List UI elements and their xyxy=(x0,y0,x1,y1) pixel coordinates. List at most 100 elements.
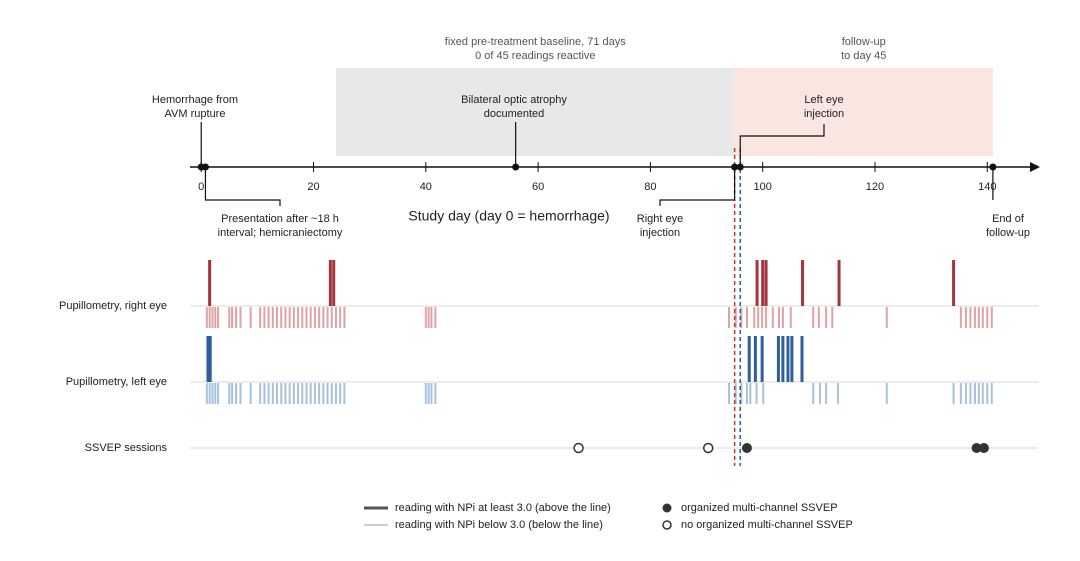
event-dot xyxy=(512,163,520,171)
reading-below xyxy=(214,307,217,328)
reading-above xyxy=(328,260,332,306)
reading-below xyxy=(771,307,774,328)
reading-below xyxy=(728,307,731,328)
reading-below xyxy=(973,307,976,328)
reading-above xyxy=(786,336,790,382)
legend-label: no organized multi-channel SSVEP xyxy=(681,519,853,531)
reading-below xyxy=(981,307,984,328)
reading-below xyxy=(313,383,316,404)
reading-below xyxy=(214,383,217,404)
reading-below xyxy=(309,383,312,404)
legend-swatch xyxy=(662,503,672,513)
reading-below xyxy=(977,307,980,328)
event-label: End of xyxy=(992,213,1025,225)
ssvep-organized xyxy=(971,443,982,453)
reading-below xyxy=(276,307,279,328)
reading-above xyxy=(753,336,757,382)
reading-below xyxy=(322,307,325,328)
reading-below xyxy=(276,383,279,404)
reading-below xyxy=(740,307,743,328)
event-label: Left eye xyxy=(804,94,843,106)
reading-above xyxy=(801,260,805,306)
event-dot xyxy=(201,163,209,171)
reading-below xyxy=(973,383,976,404)
reading-below xyxy=(297,383,300,404)
x-tick-label: 20 xyxy=(307,181,319,193)
reading-below xyxy=(263,307,266,328)
reading-above xyxy=(776,336,780,382)
reading-below xyxy=(818,383,821,404)
reading-below xyxy=(305,307,308,328)
reading-below xyxy=(434,307,437,328)
reading-below xyxy=(424,383,427,404)
reading-below xyxy=(753,307,756,328)
reading-below xyxy=(326,307,329,328)
x-axis-label: Study day (day 0 = hemorrhage) xyxy=(408,208,609,224)
period-label: fixed pre-treatment baseline, 71 days xyxy=(445,36,626,48)
ssvep-organized xyxy=(741,443,752,453)
reading-below xyxy=(777,307,780,328)
reading-below xyxy=(734,307,737,328)
event-leader xyxy=(739,124,825,167)
reading-below xyxy=(427,307,430,328)
reading-below xyxy=(228,307,231,328)
reading-above xyxy=(800,336,804,382)
reading-below xyxy=(313,307,316,328)
reading-below xyxy=(969,307,972,328)
reading-below xyxy=(267,383,270,404)
reading-below xyxy=(728,383,731,404)
event-dot xyxy=(736,163,744,171)
reading-below xyxy=(249,307,252,328)
reading-below xyxy=(259,307,262,328)
reading-below xyxy=(288,383,291,404)
event-dot xyxy=(989,163,997,171)
reading-below xyxy=(330,383,333,404)
reading-below xyxy=(755,383,758,404)
event-dot xyxy=(731,163,739,171)
reading-below xyxy=(235,307,238,328)
reading-below xyxy=(424,307,427,328)
reading-below xyxy=(249,383,252,404)
reading-below xyxy=(990,383,993,404)
reading-below xyxy=(812,383,815,404)
reading-below xyxy=(284,307,287,328)
ssvep-not-organized xyxy=(702,442,714,454)
reading-below xyxy=(959,383,962,404)
x-tick-label: 120 xyxy=(866,181,884,193)
reading-below xyxy=(318,307,321,328)
reading-above xyxy=(760,336,764,382)
reading-below xyxy=(217,383,220,404)
reading-below xyxy=(334,383,337,404)
reading-above xyxy=(747,336,751,382)
ssvep-organized xyxy=(978,443,989,453)
reading-below xyxy=(964,307,967,328)
reading-below xyxy=(231,383,234,404)
event-label: AVM rupture xyxy=(165,108,226,120)
x-tick-label: 60 xyxy=(532,181,544,193)
x-tick-label: 0 xyxy=(198,181,204,193)
legend-label: reading with NPi at least 3.0 (above the… xyxy=(395,502,611,514)
reading-below xyxy=(271,307,274,328)
reading-below xyxy=(430,307,433,328)
reading-below xyxy=(339,307,342,328)
reading-below xyxy=(885,383,888,404)
reading-below xyxy=(789,307,792,328)
reading-below xyxy=(301,383,304,404)
reading-below xyxy=(211,383,214,404)
reading-below xyxy=(836,383,839,404)
reading-below xyxy=(765,307,768,328)
event-label: injection xyxy=(804,108,844,120)
reading-below xyxy=(977,383,980,404)
reading-below xyxy=(301,307,304,328)
event-label: injection xyxy=(640,227,680,239)
x-tick-label: 100 xyxy=(754,181,772,193)
reading-below xyxy=(326,383,329,404)
reading-above xyxy=(781,336,785,382)
reading-below xyxy=(292,307,295,328)
reading-above xyxy=(761,260,765,306)
reading-below xyxy=(745,307,748,328)
reading-below xyxy=(430,383,433,404)
reading-below xyxy=(305,383,308,404)
x-tick-label: 140 xyxy=(978,181,996,193)
x-tick-label: 40 xyxy=(420,181,432,193)
